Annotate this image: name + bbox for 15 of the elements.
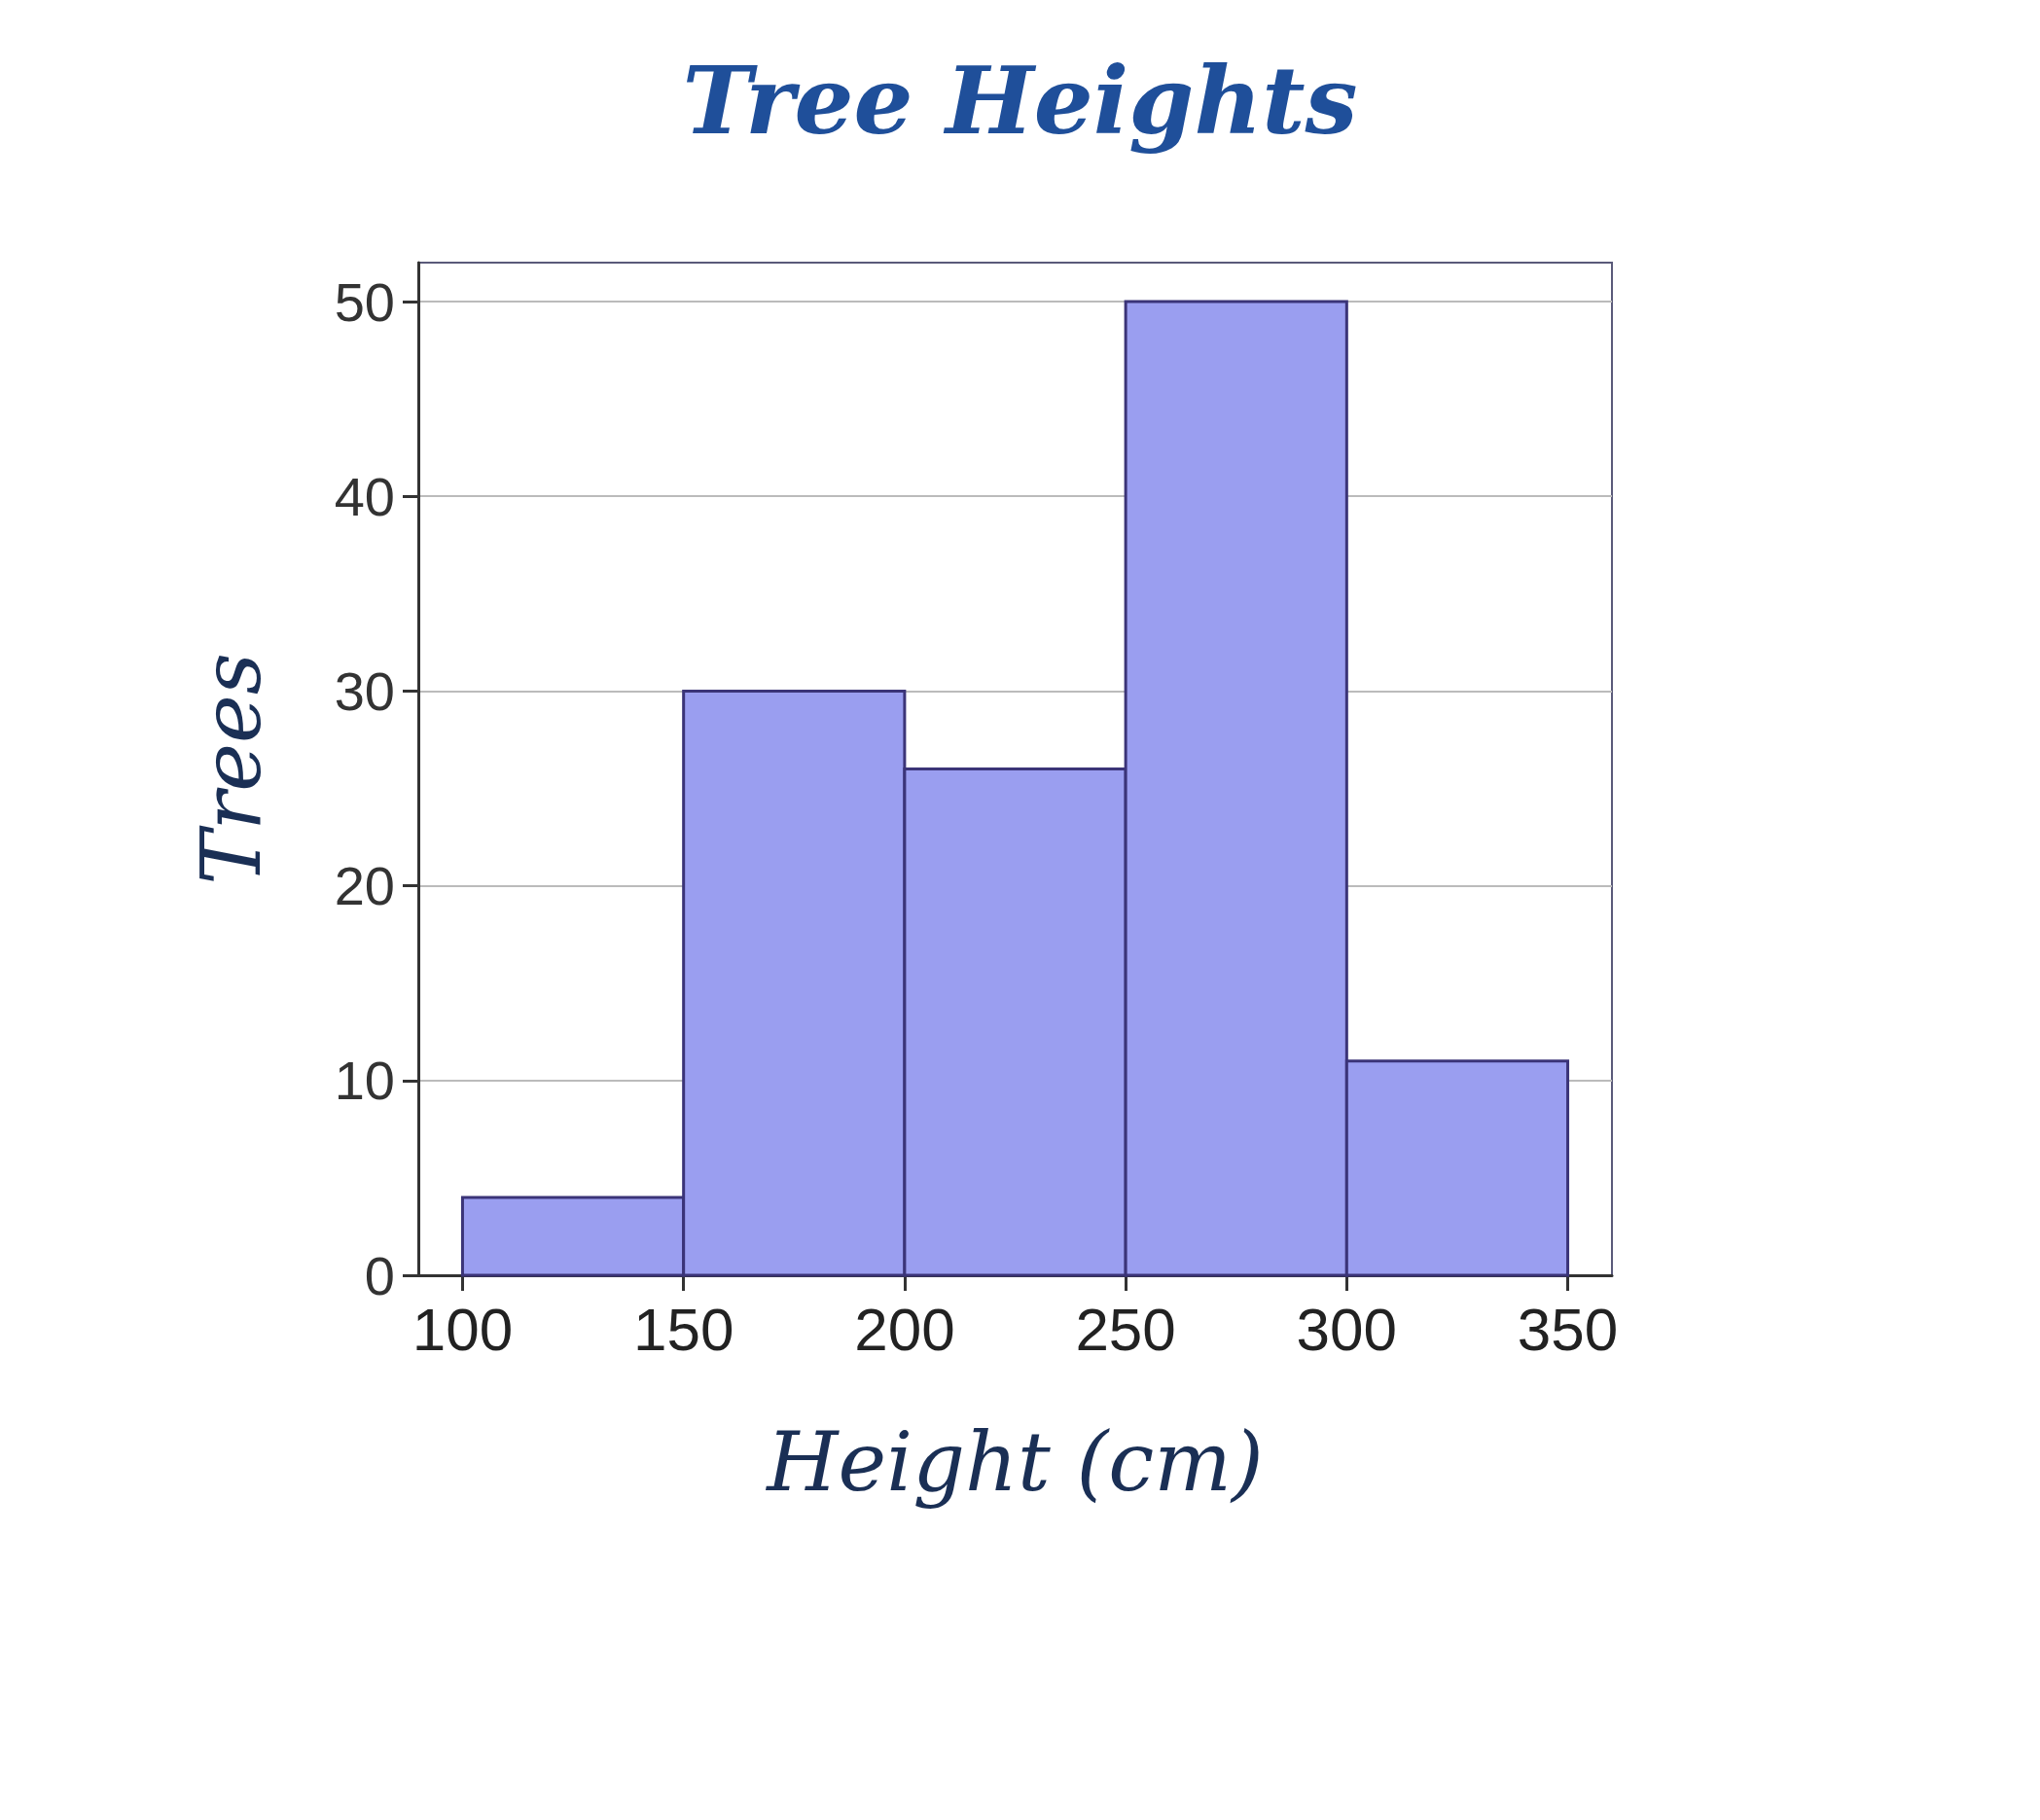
y-tick-label: 0 — [364, 1244, 395, 1306]
x-tick-label: 100 — [412, 1295, 514, 1363]
y-tick-label: 30 — [334, 660, 395, 722]
x-tick-label: 200 — [854, 1295, 955, 1363]
x-tick-label: 150 — [632, 1295, 734, 1363]
chart-title: Tree Heights — [682, 45, 1358, 156]
y-tick-label: 20 — [334, 855, 395, 917]
y-tick-label: 10 — [334, 1050, 395, 1112]
y-tick-label: 40 — [334, 465, 395, 527]
x-tick-label: 300 — [1296, 1295, 1398, 1363]
x-axis-title: Height (cm) — [765, 1414, 1264, 1510]
x-tick-label: 250 — [1075, 1295, 1176, 1363]
y-tick-label: 50 — [334, 270, 395, 333]
y-axis-title: Trees — [184, 653, 279, 885]
x-tick-label: 350 — [1517, 1295, 1619, 1363]
